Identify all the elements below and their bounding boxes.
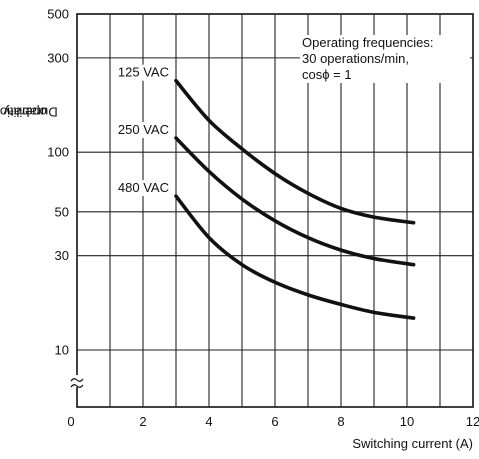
y-axis-label: Durability (x 104 operations)	[0, 104, 58, 120]
y-tick-label: 10	[55, 343, 69, 358]
y-tick-label: 50	[55, 204, 69, 219]
annotation-line: 30 operations/min,	[302, 51, 409, 66]
series-label: 125 VAC	[118, 65, 169, 80]
annotation-line: cosϕ = 1	[302, 67, 352, 82]
y-tick-label: 100	[47, 145, 69, 160]
y-tick-label: 500	[47, 7, 69, 22]
grid	[76, 13, 474, 408]
axis-break-mark	[70, 384, 84, 388]
axis-break-marks	[70, 375, 84, 388]
series-label: 250 VAC	[118, 122, 169, 137]
series-line	[174, 78, 416, 225]
x-tick-label: 4	[205, 414, 212, 429]
series-label-bg	[115, 64, 171, 81]
series-curves	[174, 78, 416, 320]
series-line	[174, 194, 416, 320]
x-tick-label: 0	[67, 414, 74, 429]
x-tick-label: 12	[466, 414, 479, 429]
series-labels: 125 VAC 250 VAC 480 VAC	[115, 64, 171, 197]
x-tick-label: 8	[337, 414, 344, 429]
annotation-line: Operating frequencies:	[302, 35, 434, 50]
x-tick-label: 10	[400, 414, 414, 429]
series-line	[174, 136, 416, 267]
series-label-bg	[115, 180, 171, 197]
y-tick-label: 300	[47, 50, 69, 65]
y-tick-label: 30	[55, 248, 69, 263]
x-axis-label: Switching current (A)	[352, 436, 473, 451]
series-label: 480 VAC	[118, 180, 169, 195]
series-label-bg	[115, 122, 171, 139]
x-tick-label: 6	[271, 414, 278, 429]
x-tick-label: 2	[139, 414, 146, 429]
operating-conditions-note: Operating frequencies: 30 operations/min…	[300, 35, 470, 83]
axis-break-gap	[72, 375, 82, 387]
axis-break-mark	[70, 378, 84, 382]
